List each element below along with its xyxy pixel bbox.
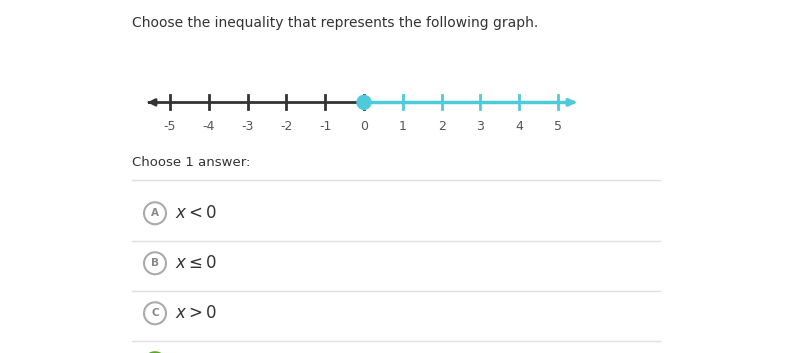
Text: 1: 1 bbox=[399, 120, 406, 133]
Text: 4: 4 bbox=[515, 120, 523, 133]
Text: -3: -3 bbox=[242, 120, 254, 133]
Circle shape bbox=[144, 252, 166, 274]
Text: $x > 0$: $x > 0$ bbox=[175, 304, 217, 322]
Circle shape bbox=[144, 302, 166, 324]
Text: 2: 2 bbox=[438, 120, 446, 133]
Text: -1: -1 bbox=[319, 120, 331, 133]
Text: Choose 1 answer:: Choose 1 answer: bbox=[132, 156, 250, 169]
Text: $x < 0$: $x < 0$ bbox=[175, 204, 217, 222]
Text: -4: -4 bbox=[202, 120, 215, 133]
Text: 5: 5 bbox=[554, 120, 562, 133]
Text: C: C bbox=[151, 308, 159, 318]
Text: -2: -2 bbox=[280, 120, 293, 133]
Circle shape bbox=[357, 95, 371, 109]
Text: 0: 0 bbox=[360, 120, 368, 133]
Text: B: B bbox=[151, 258, 159, 268]
Text: -5: -5 bbox=[164, 120, 176, 133]
Text: A: A bbox=[151, 208, 159, 218]
Circle shape bbox=[144, 352, 166, 353]
Text: Choose the inequality that represents the following graph.: Choose the inequality that represents th… bbox=[132, 16, 538, 30]
Text: 3: 3 bbox=[477, 120, 485, 133]
Text: $x \leq 0$: $x \leq 0$ bbox=[175, 254, 217, 272]
Circle shape bbox=[144, 202, 166, 224]
